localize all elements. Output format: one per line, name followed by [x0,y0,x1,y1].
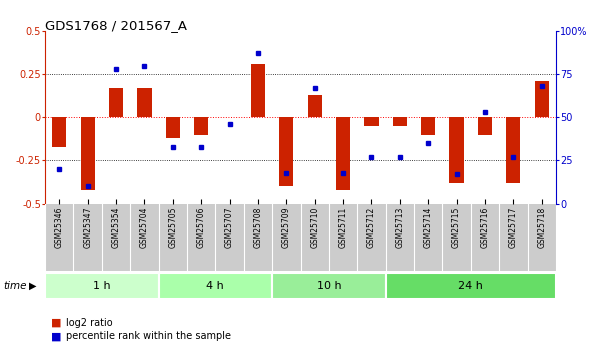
Text: GSM25705: GSM25705 [168,207,177,248]
Bar [251,64,265,117]
Text: GSM25704: GSM25704 [140,207,149,248]
Text: 24 h: 24 h [459,281,483,291]
Text: GSM25712: GSM25712 [367,207,376,248]
Bar [392,117,407,126]
Bar [336,117,350,190]
Bar [137,88,151,117]
Text: GSM25347: GSM25347 [83,207,92,248]
Text: 1 h: 1 h [93,281,111,291]
Text: GSM25710: GSM25710 [310,207,319,248]
Bar [52,117,66,147]
Bar [272,273,386,299]
Text: GSM25706: GSM25706 [197,207,206,248]
Text: GSM25346: GSM25346 [55,207,64,248]
Text: 4 h: 4 h [207,281,224,291]
Text: GSM25354: GSM25354 [112,207,121,248]
Bar [421,117,435,135]
Text: GSM25711: GSM25711 [338,207,347,248]
Text: 10 h: 10 h [317,281,341,291]
Bar [478,117,492,135]
Bar [506,117,520,183]
Text: time: time [3,281,26,291]
Bar [308,95,322,117]
Text: GSM25709: GSM25709 [282,207,291,248]
Bar [81,117,95,190]
Text: log2 ratio: log2 ratio [66,318,113,327]
Text: ■: ■ [51,332,61,341]
Bar [279,117,293,186]
Text: GSM25716: GSM25716 [480,207,489,248]
Text: GSM25713: GSM25713 [395,207,404,248]
Bar [159,273,272,299]
Bar [166,117,180,138]
Text: ▶: ▶ [29,281,36,291]
Text: GSM25718: GSM25718 [537,207,546,248]
Bar [194,117,209,135]
Bar [364,117,379,126]
Text: percentile rank within the sample: percentile rank within the sample [66,332,231,341]
Text: GSM25707: GSM25707 [225,207,234,248]
Text: GSM25714: GSM25714 [424,207,433,248]
Text: GDS1768 / 201567_A: GDS1768 / 201567_A [45,19,187,32]
Text: GSM25717: GSM25717 [509,207,518,248]
Bar [386,273,556,299]
Bar [109,88,123,117]
Bar [450,117,464,183]
Text: GSM25708: GSM25708 [254,207,263,248]
Bar [45,273,159,299]
Text: GSM25715: GSM25715 [452,207,461,248]
Bar [535,81,549,117]
Text: ■: ■ [51,318,61,327]
